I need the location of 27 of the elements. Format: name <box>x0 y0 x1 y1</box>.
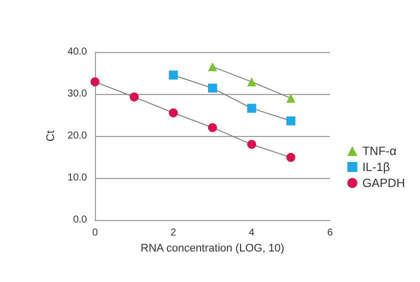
x-tick-label: 2 <box>170 228 177 238</box>
y-tick-label: 10.0 <box>68 172 88 184</box>
point <box>247 140 256 149</box>
point <box>208 84 217 93</box>
x-tick-label: 6 <box>327 228 334 238</box>
point <box>247 77 256 86</box>
y-tick-label: 30.0 <box>68 88 88 100</box>
point <box>90 77 100 86</box>
point <box>168 108 178 118</box>
point <box>208 62 217 72</box>
y-axis-title: Ct <box>45 130 58 142</box>
point <box>286 152 296 162</box>
y-tick-label: 40.0 <box>68 46 88 58</box>
point <box>168 70 178 80</box>
y-tick-label: 0.0 <box>73 214 88 226</box>
point <box>247 104 256 113</box>
point <box>286 94 296 103</box>
x-tick-label: 0 <box>92 228 98 238</box>
x-tick-label: 4 <box>248 228 255 238</box>
legend-label: TNF-α <box>362 144 397 158</box>
x-axis-title: RNA concentration (LOG, 10) <box>140 242 284 254</box>
point <box>286 116 296 126</box>
point <box>130 92 139 102</box>
legend-label: GAPDH <box>362 176 406 190</box>
y-tick-label: 20.0 <box>68 130 88 142</box>
point <box>208 123 217 132</box>
legend-label: IL-1β <box>362 160 390 174</box>
